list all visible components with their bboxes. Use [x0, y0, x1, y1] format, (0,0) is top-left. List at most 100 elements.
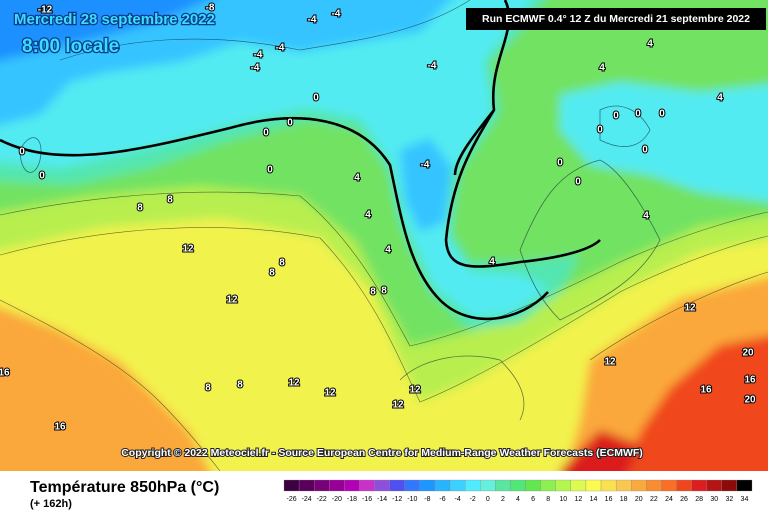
scale-label: 32	[725, 496, 733, 503]
contour-label: 0	[287, 118, 293, 129]
scale-swatch	[615, 479, 632, 492]
scale-swatch	[434, 479, 451, 492]
scale-label: -2	[470, 496, 476, 503]
scale-swatch	[389, 479, 405, 492]
contour-label: 4	[489, 257, 495, 268]
contour-label: 0	[39, 171, 45, 182]
contour-label: 16	[0, 368, 10, 379]
scale-swatch	[706, 479, 722, 492]
contour-label: 8	[205, 383, 211, 394]
scale-label: 10	[559, 496, 567, 503]
contour-label: 0	[597, 125, 603, 136]
contour-label: -4	[254, 50, 263, 61]
scale-label: 18	[620, 496, 628, 503]
contour-label: 12	[324, 388, 336, 399]
scale-swatch	[344, 479, 360, 492]
scale-label: 24	[665, 496, 673, 503]
contour-label: 8	[137, 203, 143, 214]
scale-label: -20	[332, 496, 342, 503]
scale-label: -10	[407, 496, 417, 503]
scale-swatch	[480, 479, 496, 492]
zero-isotherm	[0, 0, 601, 321]
contour-label: 8	[167, 195, 173, 206]
contour-label: 12	[392, 400, 404, 411]
contour-label: 4	[647, 39, 653, 50]
scale-swatch	[661, 479, 677, 492]
contour-label: 8	[279, 258, 285, 269]
temperature-field	[0, 0, 768, 471]
contour-label: 4	[643, 211, 649, 222]
scale-label: 4	[516, 496, 520, 503]
scale-label: 34	[741, 496, 749, 503]
contour-label: 12	[226, 295, 238, 306]
contour-label: 4	[365, 210, 371, 221]
scale-swatch	[449, 479, 466, 492]
contour-label: -4	[276, 43, 285, 54]
contour-label: -4	[251, 63, 260, 74]
contour-label: 8	[381, 286, 387, 297]
scale-swatch	[525, 479, 541, 492]
scale-swatch	[329, 479, 345, 492]
scale-label: -14	[377, 496, 387, 503]
run-box	[466, 8, 766, 30]
scale-swatch	[736, 479, 753, 492]
scale-swatch	[283, 479, 300, 492]
scale-swatch	[721, 479, 738, 492]
contour-label: 0	[613, 111, 619, 122]
scale-swatch	[676, 479, 692, 492]
contour-label: 0	[642, 145, 648, 156]
contour-label: 0	[557, 158, 563, 169]
scale-label: -24	[302, 496, 312, 503]
contour-label: 8	[269, 268, 275, 279]
contour-label: 4	[599, 63, 605, 74]
contour-label: 4	[354, 173, 360, 184]
footer-bg	[0, 471, 768, 512]
contour-label: 12	[604, 357, 616, 368]
footer-title: Température 850hPa (°C)	[30, 479, 219, 496]
contour-label: 8	[370, 287, 376, 298]
scale-label: 26	[680, 496, 688, 503]
coastlines	[19, 105, 661, 421]
scale-label: 20	[635, 496, 643, 503]
scale-label: -18	[347, 496, 357, 503]
scale-label: 22	[650, 496, 658, 503]
contour-label: 16	[700, 385, 712, 396]
copyright: Copyright © 2022 Meteociel.fr - Source E…	[121, 447, 643, 459]
scale-swatch	[540, 479, 556, 492]
contour-label: 12	[684, 303, 696, 314]
scale-swatch	[555, 479, 571, 492]
contour-label: -4	[428, 61, 437, 72]
scale-swatch	[298, 479, 315, 492]
scale-swatch	[510, 479, 526, 492]
footer-lead: (+ 162h)	[30, 498, 72, 510]
scale-label: -22	[317, 496, 327, 503]
date: Mercredi 28 septembre 2022	[14, 11, 215, 28]
scale-swatch	[359, 479, 375, 492]
contour-label: -4	[332, 9, 341, 20]
scale-swatch	[314, 479, 330, 492]
contour-label: 8	[237, 380, 243, 391]
contour-label: 0	[313, 93, 319, 104]
scale-swatch	[465, 479, 481, 492]
scale-label: -6	[439, 496, 445, 503]
contour-label: 12	[182, 244, 194, 255]
scale-label: 6	[531, 496, 535, 503]
scale-label: 30	[710, 496, 718, 503]
contour-label: -4	[308, 15, 317, 26]
scale-label: -8	[424, 496, 430, 503]
scale-label: 0	[486, 496, 490, 503]
contour-label: 20	[742, 348, 754, 359]
scale-swatch	[585, 479, 602, 492]
scale-swatch	[419, 479, 436, 492]
contour-label: 0	[19, 147, 25, 158]
contour-label: 12	[409, 385, 421, 396]
contour-label: -8	[206, 3, 215, 14]
scale-swatch	[404, 479, 421, 492]
contour-label: 16	[54, 422, 66, 433]
scale-swatch	[691, 479, 707, 492]
scale-label: 16	[605, 496, 613, 503]
contour-label: 4	[385, 245, 391, 256]
